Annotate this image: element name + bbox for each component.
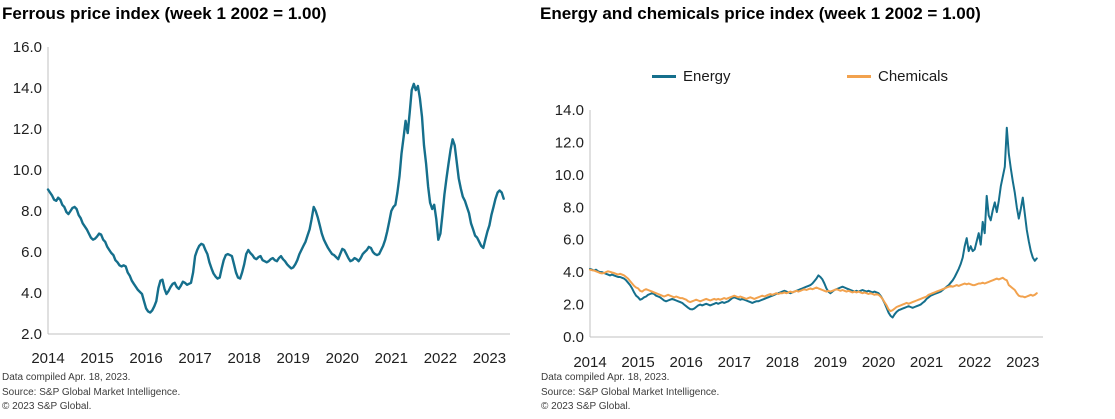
x-tick-label: 2017 bbox=[718, 354, 751, 371]
x-tick-label: 2014 bbox=[573, 354, 606, 371]
energy-chemicals-footnotes: Data compiled Apr. 18, 2023. Source: S&P… bbox=[541, 371, 719, 415]
ferrous-chart-title: Ferrous price index (week 1 2002 = 1.00) bbox=[2, 4, 327, 23]
y-tick-label: 14.0 bbox=[13, 80, 42, 97]
x-tick-label: 2021 bbox=[910, 354, 943, 371]
x-tick-label: 2019 bbox=[277, 350, 310, 367]
ferrous-series-line bbox=[46, 82, 505, 314]
x-tick-label: 2023 bbox=[473, 350, 506, 367]
legend-label-chemicals: Chemicals bbox=[878, 67, 949, 85]
y-tick-label: 12.0 bbox=[13, 121, 42, 138]
x-tick-label: 2022 bbox=[958, 354, 991, 371]
y-tick-label: 10.0 bbox=[13, 162, 42, 179]
energy-chemicals-chart-title: Energy and chemicals price index (week 1… bbox=[540, 4, 981, 23]
x-tick-label: 2022 bbox=[424, 350, 457, 367]
x-tick-label: 2020 bbox=[862, 354, 895, 371]
y-tick-label: 10.0 bbox=[555, 167, 584, 184]
footnote-copyright: © 2023 S&P Global. bbox=[541, 401, 631, 412]
energy-chemicals-chart-figure: Energy and chemicals price index (week 1… bbox=[537, 0, 1115, 419]
footnote-copyright: © 2023 S&P Global. bbox=[2, 401, 92, 412]
footnote-compiled: Data compiled Apr. 18, 2023. bbox=[541, 372, 670, 383]
energy-chemicals-chart-canvas: 14.0 12.0 10.0 8.0 6.0 4.0 2.0 0.0 2014 2015 2016 2… bbox=[555, 102, 1043, 371]
footnote-source: Source: S&P Global Market Intelligence. bbox=[2, 386, 181, 398]
chemicals-series-line bbox=[589, 268, 1038, 313]
legend-item-energy: Energy bbox=[652, 66, 731, 86]
y-tick-label: 0.0 bbox=[563, 329, 584, 346]
x-tick-label: 2019 bbox=[814, 354, 847, 371]
chemicals-line-swatch bbox=[847, 74, 871, 78]
ferrous-footnotes: Data compiled Apr. 18, 2023. Source: S&P… bbox=[2, 371, 180, 415]
x-tick-label: 2016 bbox=[670, 354, 703, 371]
y-tick-label: 4.0 bbox=[563, 264, 584, 281]
y-tick-label: 8.0 bbox=[21, 203, 42, 220]
x-tick-label: 2015 bbox=[621, 354, 654, 371]
legend-item-chemicals: Chemicals bbox=[847, 66, 948, 86]
x-tick-label: 2017 bbox=[178, 350, 211, 367]
x-tick-label: 2021 bbox=[375, 350, 408, 367]
y-tick-label: 12.0 bbox=[555, 134, 584, 151]
chart-legend: Energy Chemicals bbox=[537, 66, 1115, 86]
y-tick-label: 4.0 bbox=[21, 285, 42, 302]
y-tick-label: 16.0 bbox=[13, 39, 42, 56]
x-tick-label: 2018 bbox=[766, 354, 799, 371]
y-tick-label: 8.0 bbox=[563, 199, 584, 216]
y-tick-label: 6.0 bbox=[21, 244, 42, 261]
x-tick-label: 2018 bbox=[228, 350, 261, 367]
y-tick-label: 14.0 bbox=[555, 102, 584, 119]
x-tick-label: 2020 bbox=[326, 350, 359, 367]
y-tick-label: 2.0 bbox=[563, 297, 584, 314]
legend-label-energy: Energy bbox=[683, 67, 731, 85]
footnote-compiled: Data compiled Apr. 18, 2023. bbox=[2, 372, 131, 383]
x-tick-label: 2023 bbox=[1006, 354, 1039, 371]
energy-line-swatch bbox=[652, 74, 676, 78]
ferrous-chart-canvas: 16.0 14.0 12.0 10.0 8.0 6.0 4.0 2.0 2014 2015 2016… bbox=[13, 39, 510, 367]
y-tick-label: 2.0 bbox=[21, 326, 42, 343]
footnote-source: Source: S&P Global Market Intelligence. bbox=[541, 386, 720, 398]
ferrous-chart-figure: Ferrous price index (week 1 2002 = 1.00)… bbox=[0, 0, 528, 419]
x-tick-label: 2015 bbox=[80, 350, 113, 367]
energy-series-line bbox=[589, 126, 1038, 319]
x-tick-label: 2014 bbox=[31, 350, 64, 367]
x-tick-label: 2016 bbox=[129, 350, 162, 367]
y-tick-label: 6.0 bbox=[563, 232, 584, 249]
